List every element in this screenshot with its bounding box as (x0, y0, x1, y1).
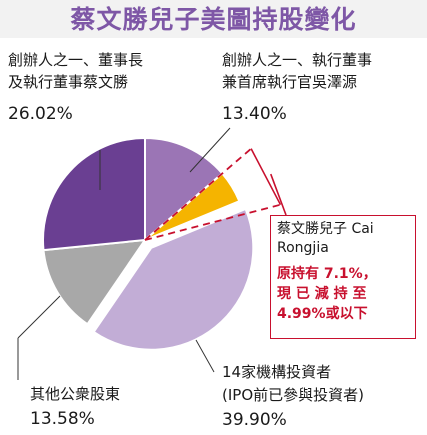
slice-value-public: 13.58% (30, 409, 95, 429)
callout-note-line3: 4.99%或以下 (277, 306, 368, 322)
title-band (0, 0, 427, 38)
pie-slice-public (42, 238, 148, 326)
callout-note-line1: 原持有 7.1%， (277, 266, 377, 282)
callout-note-line2: 現 已 減 持 至 (277, 286, 367, 302)
pie-slice-institutions (92, 207, 255, 351)
leader-ceo (189, 127, 231, 173)
slice-label-institutions-line1: 14家機構投資者 (222, 363, 332, 381)
slice-value-institutions: 39.90% (222, 410, 287, 430)
callout-title-line1: 蔡文勝兒子 Cai (277, 221, 374, 237)
slice-label-public: 其他公衆股東 (30, 385, 121, 403)
callout-leader-line (270, 173, 287, 216)
pie-slice-ceo (144, 136, 224, 243)
pie-slice-chairman (42, 136, 146, 252)
slice-label-chairman-line2: 及執行董事蔡文勝 (8, 73, 129, 91)
leader-public-2 (17, 295, 61, 339)
leader-institutions (195, 339, 215, 373)
slice-label-ceo-line1: 創辦人之一、執行董事 (222, 51, 373, 69)
previous-share-bracket (250, 148, 282, 206)
callout-note: 原持有 7.1%， 現 已 減 持 至 4.99%或以下 (277, 264, 409, 324)
slice-label-ceo-line2: 兼首席執行官吳澤源 (222, 73, 358, 91)
slice-value-ceo: 13.40% (222, 104, 287, 124)
slice-value-chairman: 26.02% (8, 104, 73, 124)
slice-label-chairman-line1: 創辦人之一、董事長 (8, 51, 144, 69)
callout-title-line2: Rongjia (277, 240, 329, 256)
slice-label-institutions-line2: (IPO前已參與投資者) (222, 386, 364, 404)
callout-box: 蔡文勝兒子 Cai Rongjia 原持有 7.1%， 現 已 減 持 至 4.… (270, 215, 416, 339)
chart-title: 蔡文勝兒子美圖持股變化 (70, 5, 357, 34)
